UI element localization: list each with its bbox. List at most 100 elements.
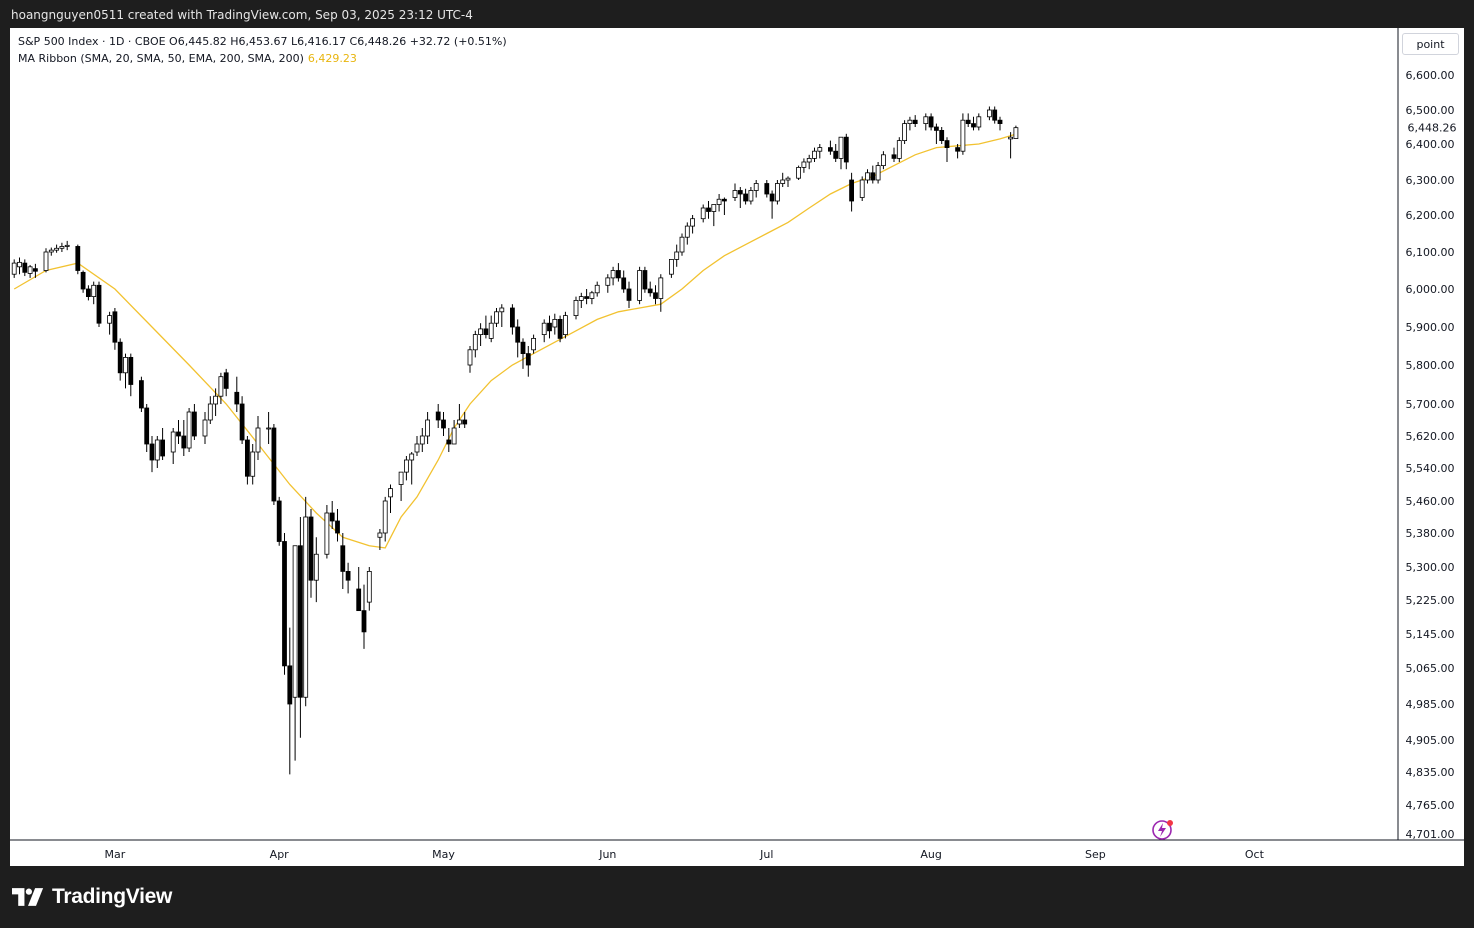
candle	[700, 204, 706, 223]
candle	[849, 172, 854, 212]
lightning-icon[interactable]	[1151, 818, 1175, 842]
candle	[441, 412, 446, 436]
price-tick-label: 5,145.00	[1406, 628, 1455, 641]
candle	[626, 281, 632, 308]
brand-name: TradingView	[52, 885, 173, 908]
candle	[674, 244, 680, 267]
indicator-legend[interactable]: MA Ribbon (SMA, 20, SMA, 50, EMA, 200, S…	[18, 52, 357, 65]
price-scale-mode-button[interactable]: point	[1402, 33, 1459, 55]
candle	[451, 420, 457, 445]
candle	[149, 436, 155, 473]
candle-body-down	[345, 571, 351, 581]
candle-body-down	[22, 262, 28, 273]
candle-body-up	[923, 116, 929, 125]
candle-body-up	[748, 190, 754, 202]
candle	[202, 412, 208, 444]
candle-body-down	[128, 356, 134, 385]
candle	[594, 281, 600, 297]
candle	[976, 113, 982, 131]
candle-body-down	[340, 545, 346, 572]
price-tick-label: 4,985.00	[1406, 698, 1455, 711]
candle	[960, 113, 966, 155]
candle	[112, 308, 118, 350]
candle	[616, 263, 621, 282]
candle-body-up	[43, 251, 49, 271]
symbol-legend[interactable]: S&P 500 Index · 1D · CBOE O6,445.82 H6,4…	[18, 35, 507, 48]
time-tick-label: Jun	[598, 848, 616, 861]
candle-body-down	[997, 119, 1003, 124]
candle	[361, 584, 367, 649]
candle	[234, 376, 240, 412]
candle	[552, 313, 558, 335]
price-tick-label: 5,800.00	[1406, 359, 1455, 372]
candle-body-up	[578, 296, 584, 301]
candle	[902, 120, 907, 144]
candle	[488, 315, 494, 343]
candle-body-up	[610, 270, 616, 279]
candle	[128, 353, 134, 397]
candle	[414, 436, 420, 456]
chart-panel[interactable]: 6,600.00 6,500.00 6,400.00 6,300.00 6,200.00…	[10, 28, 1464, 866]
candle	[499, 304, 505, 327]
candle-body-up	[499, 307, 505, 313]
candle-body-up	[563, 315, 568, 336]
candle	[706, 201, 711, 219]
candle	[366, 567, 372, 611]
candle-body-up	[669, 258, 674, 275]
candle	[578, 292, 584, 308]
candle-body-down	[287, 665, 293, 705]
candle-body-up	[812, 150, 817, 159]
candle-body-down	[843, 136, 849, 163]
candle-body-up	[753, 183, 759, 191]
candle	[801, 158, 807, 173]
candle-body-up	[91, 284, 97, 297]
candle-body-up	[64, 244, 70, 247]
candle	[494, 308, 499, 327]
candle	[435, 404, 441, 428]
candle-body-down	[441, 419, 446, 429]
candle	[881, 151, 886, 170]
candle	[589, 290, 595, 305]
price-tick-label: 5,620.00	[1406, 430, 1455, 443]
candle-body-down	[435, 411, 441, 421]
candle	[107, 311, 112, 335]
candle	[716, 194, 722, 212]
candle-body-down	[849, 179, 854, 202]
candle-body-up	[838, 136, 844, 159]
candle-body-up	[250, 451, 256, 477]
candle	[80, 270, 86, 293]
candle	[483, 315, 489, 339]
candle-body-down	[446, 439, 452, 445]
candle-body-up	[255, 427, 261, 453]
candle	[250, 444, 256, 485]
candle	[531, 334, 536, 354]
candle-body-down	[737, 190, 743, 195]
candle	[637, 266, 642, 305]
candle	[75, 244, 81, 275]
candle	[737, 187, 743, 208]
candle	[59, 242, 65, 252]
candle-body-up	[987, 109, 992, 118]
candle-body-down	[870, 172, 876, 181]
candle	[859, 176, 865, 201]
candle-body-down	[642, 270, 648, 290]
candle-body-down	[160, 439, 166, 457]
candle-body-down	[138, 380, 144, 409]
candle-body-up	[478, 328, 484, 335]
candle-body-down	[112, 311, 118, 343]
tradingview-brand[interactable]: TradingView	[12, 885, 172, 909]
chart-caption: hoangnguyen0511 created with TradingView…	[11, 8, 473, 22]
time-tick-label: May	[432, 848, 455, 861]
candle	[54, 244, 59, 253]
candle	[584, 289, 589, 305]
candle-body-up	[658, 277, 664, 299]
candle-body-up	[690, 218, 695, 227]
candle	[971, 116, 976, 131]
candle	[838, 136, 844, 170]
candle	[446, 428, 452, 452]
candle-body-up	[292, 545, 298, 698]
price-chart[interactable]: 6,600.00 6,500.00 6,400.00 6,300.00 6,200.00…	[10, 28, 1464, 866]
candle-body-up	[377, 532, 383, 538]
candle	[478, 323, 484, 346]
candle-body-up	[881, 154, 886, 167]
